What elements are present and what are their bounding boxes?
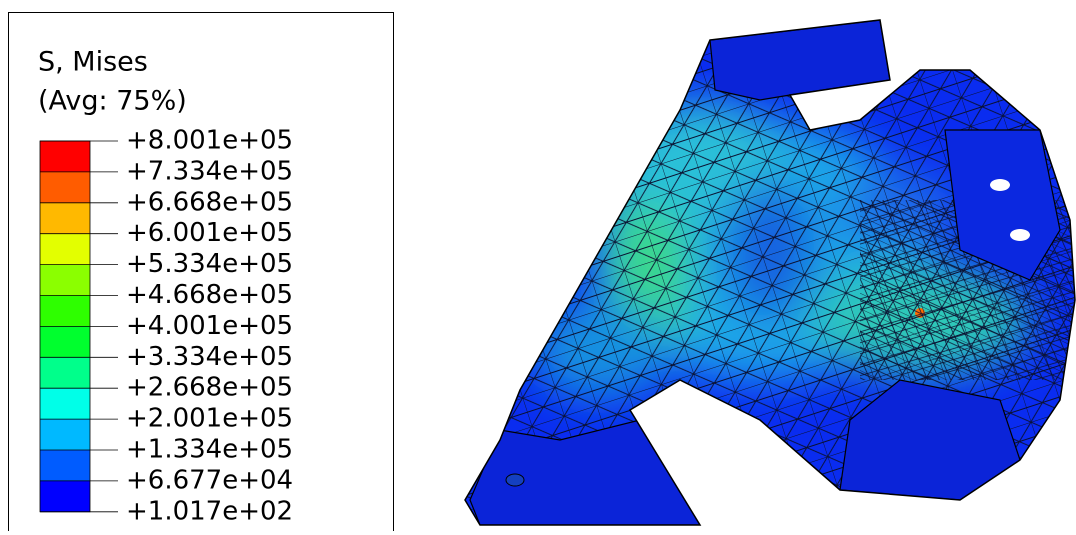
- color-band: [40, 203, 90, 234]
- color-band: [40, 450, 90, 481]
- legend-title: S, Mises: [38, 47, 148, 78]
- legend-label: +3.334e+05: [126, 342, 293, 372]
- legend-label: +8.001e+05: [126, 126, 293, 156]
- color-band: [40, 481, 90, 512]
- legend-label: +6.001e+05: [126, 218, 293, 248]
- legend-label: +1.017e+02: [126, 496, 293, 526]
- color-band: [40, 265, 90, 296]
- color-band: [40, 357, 90, 388]
- color-band: [40, 296, 90, 327]
- screenshot: S, Mises (Avg: 75%) +8.001e+05+7.334e+05…: [0, 0, 1076, 531]
- legend-label: +5.334e+05: [126, 249, 293, 279]
- legend-label: +2.668e+05: [126, 373, 293, 403]
- legend-label: +4.001e+05: [126, 311, 293, 341]
- color-band: [40, 234, 90, 265]
- color-band: [40, 172, 90, 203]
- legend-label: +7.334e+05: [126, 156, 293, 186]
- legend-label: +2.001e+05: [126, 404, 293, 434]
- color-band: [40, 388, 90, 419]
- color-band: [40, 326, 90, 357]
- legend-subtitle: (Avg: 75%): [38, 86, 187, 117]
- mesh-part: [460, 15, 1076, 531]
- color-band: [40, 141, 90, 172]
- color-band: [40, 419, 90, 450]
- color-bar: +8.001e+05+7.334e+05+6.668e+05+6.001e+05…: [40, 126, 293, 527]
- legend-label: +1.334e+05: [126, 435, 293, 465]
- legend-label: +6.668e+05: [126, 187, 293, 217]
- legend-label: +4.668e+05: [126, 280, 293, 310]
- legend-label: +6.677e+04: [126, 465, 293, 495]
